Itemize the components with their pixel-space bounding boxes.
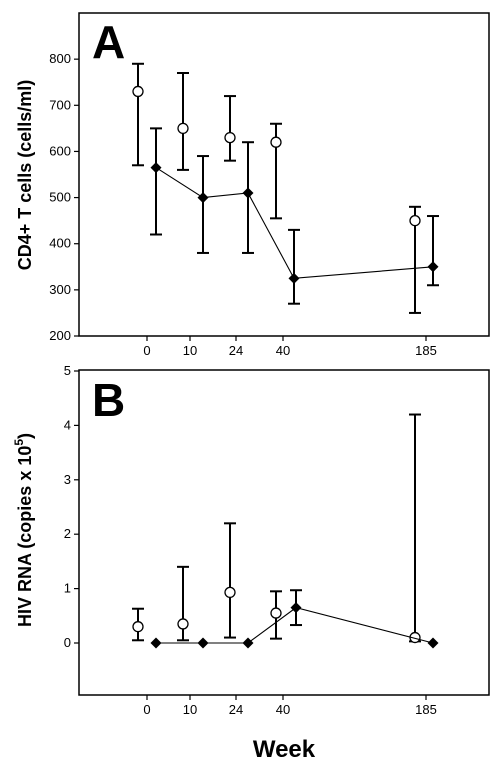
panel-a-y-tick-label: 200 [49,328,71,343]
panel-b-y-tick-label: 5 [64,363,71,378]
panel-a-frame [78,12,490,337]
panel-b-x-tick-label: 10 [183,702,197,717]
panel-a-x-tick-label: 10 [183,343,197,358]
panel-a-y-tick-label: 500 [49,190,71,205]
panel-a-open-circle-point [177,122,189,135]
panel-b-y-label-main: HIV RNA (copies x 10 [15,446,35,627]
panel-b-filled-diamond-point [427,637,439,649]
panel-a-y-tick-label: 300 [49,282,71,297]
panel-a-y-tick-label: 600 [49,143,71,158]
panel-a-x-tick-label: 24 [229,343,243,358]
panel-a-filled-diamond-point [242,187,254,199]
panel-b-y-tick-label: 0 [64,635,71,650]
panel-a-open-circle-point [409,214,421,227]
panel-b-x-tick-label: 40 [276,702,290,717]
panel-b-y-tick-label: 4 [64,417,71,432]
panel-b-frame [78,369,490,696]
panel-a-letter: A [92,16,125,68]
panel-b-y-axis-label: HIV RNA (copies x 105) [12,433,35,627]
panel-b-x-tick-label: 24 [229,702,243,717]
panel-a-filled-diamond-point [197,192,209,204]
panel-b-open-circle-point [224,586,236,599]
panel-a-y-tick-label: 700 [49,97,71,112]
panel-b-filled-diamond-point [150,637,162,649]
panel-b-open-circle-point [177,618,189,630]
panel-a-y-tick-label: 800 [49,51,71,66]
panel-a-y-axis-label: CD4+ T cells (cells/ml) [15,80,35,271]
panel-a-filled-diamond-point [288,272,300,284]
panel-b-y-tick-label: 2 [64,526,71,541]
panel-b-letter: B [92,374,125,426]
x-axis-label: Week [253,736,316,763]
panel-b-filled-diamond-point [242,637,254,649]
panel-a-open-circle-point [270,136,282,148]
panel-a-open-circle-point [132,85,144,98]
panel-a-x-tick-label: 40 [276,343,290,358]
panel-b-y-tick-label: 3 [64,472,71,487]
panel-b-y-label-end: ) [15,433,35,439]
panel-b-filled-diamond-point [197,637,209,649]
panel-a-plot: 200 300 400 500 600 700 800 0 10 24 40 185 [49,51,439,358]
panel-a-filled-diamond-point [150,162,162,174]
panel-b-y-tick-label: 1 [64,581,71,596]
panel-b-x-tick-label: 0 [143,702,150,717]
panel-b-open-circle-point [270,607,282,619]
panel-a-x-tick-label: 0 [143,343,150,358]
panel-b-plot: 0 1 2 3 4 5 0 10 24 40 185 [64,363,439,717]
panel-b-x-tick-label: 185 [415,702,437,717]
panel-b-filled-diamond-point [290,602,302,614]
panel-a-open-circle-point [224,131,236,144]
panel-b-open-circle-point [132,621,144,633]
panel-a-filled-diamond-point [427,261,439,273]
panel-b-y-label-superscript: 5 [12,439,26,446]
panel-a-y-tick-label: 400 [49,236,71,251]
panel-a-x-tick-label: 185 [415,343,437,358]
